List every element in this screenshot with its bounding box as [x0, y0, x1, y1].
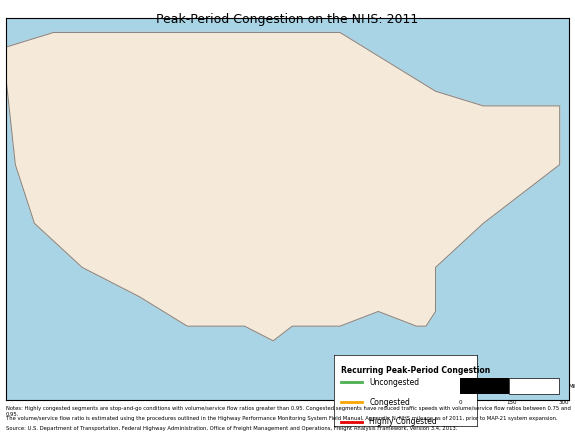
Text: 0: 0: [458, 400, 462, 405]
Text: 300: 300: [558, 400, 569, 405]
Text: Source: U.S. Department of Transportation, Federal Highway Administration, Offic: Source: U.S. Department of Transportatio…: [6, 426, 457, 431]
Bar: [509, 378, 558, 394]
Polygon shape: [6, 32, 559, 341]
Text: Congested: Congested: [370, 397, 411, 407]
Text: Recurring Peak-Period Congestion: Recurring Peak-Period Congestion: [340, 366, 490, 375]
Text: The volume/service flow ratio is estimated using the procedures outlined in the : The volume/service flow ratio is estimat…: [6, 416, 557, 421]
Text: Peak-Period Congestion on the NHS: 2011: Peak-Period Congestion on the NHS: 2011: [156, 13, 419, 26]
Text: Miles: Miles: [569, 384, 575, 389]
Text: Notes: Highly congested segments are stop-and-go conditions with volume/service : Notes: Highly congested segments are sto…: [6, 406, 570, 417]
Text: Highly Congested: Highly Congested: [370, 417, 437, 427]
Bar: [460, 378, 509, 394]
Text: 150: 150: [507, 400, 517, 405]
Text: Uncongested: Uncongested: [370, 378, 420, 387]
